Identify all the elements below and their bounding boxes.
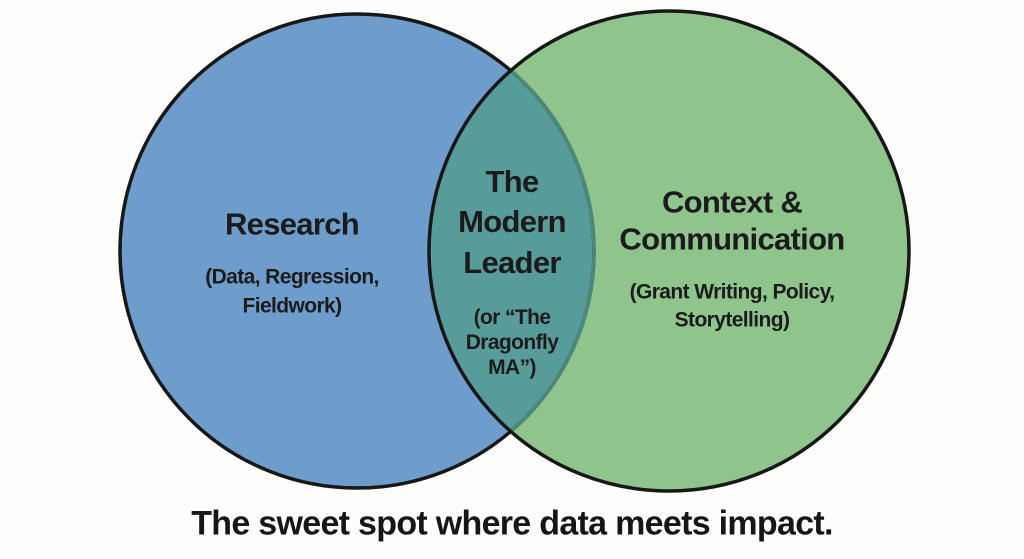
right-circle-outline	[427, 9, 911, 493]
left-circle-outline-inside-overlap	[429, 12, 596, 490]
diagram-caption: The sweet spot where data meets impact.	[191, 504, 833, 543]
overlap-lens-fill	[429, 14, 594, 488]
